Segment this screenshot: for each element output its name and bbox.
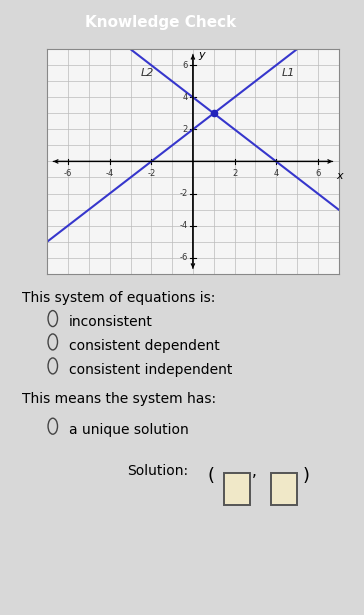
- Text: ,: ,: [252, 464, 257, 479]
- Text: 2: 2: [232, 169, 237, 178]
- Text: ): ): [303, 467, 310, 485]
- Text: 4: 4: [182, 93, 188, 102]
- Text: -6: -6: [64, 169, 72, 178]
- Bar: [271, 473, 297, 505]
- Text: This system of equations is:: This system of equations is:: [22, 291, 215, 305]
- Text: -2: -2: [147, 169, 155, 178]
- Text: x: x: [336, 171, 343, 181]
- Text: -6: -6: [179, 253, 188, 262]
- Text: (: (: [208, 467, 215, 485]
- Text: -2: -2: [179, 189, 188, 198]
- Text: Knowledge Check: Knowledge Check: [84, 15, 236, 30]
- Text: consistent independent: consistent independent: [69, 363, 233, 377]
- Text: a unique solution: a unique solution: [69, 423, 189, 437]
- Text: 6: 6: [182, 61, 188, 69]
- Bar: [224, 473, 250, 505]
- Text: -4: -4: [106, 169, 114, 178]
- Text: 6: 6: [315, 169, 320, 178]
- Text: -4: -4: [179, 221, 188, 230]
- Text: L2: L2: [141, 68, 154, 78]
- Text: y: y: [198, 50, 205, 60]
- Text: Solution:: Solution:: [127, 464, 189, 478]
- Text: This means the system has:: This means the system has:: [22, 392, 216, 407]
- Text: 2: 2: [182, 125, 188, 134]
- Text: L1: L1: [282, 68, 295, 78]
- Text: consistent dependent: consistent dependent: [69, 339, 220, 353]
- Text: inconsistent: inconsistent: [69, 315, 153, 330]
- Text: 4: 4: [273, 169, 279, 178]
